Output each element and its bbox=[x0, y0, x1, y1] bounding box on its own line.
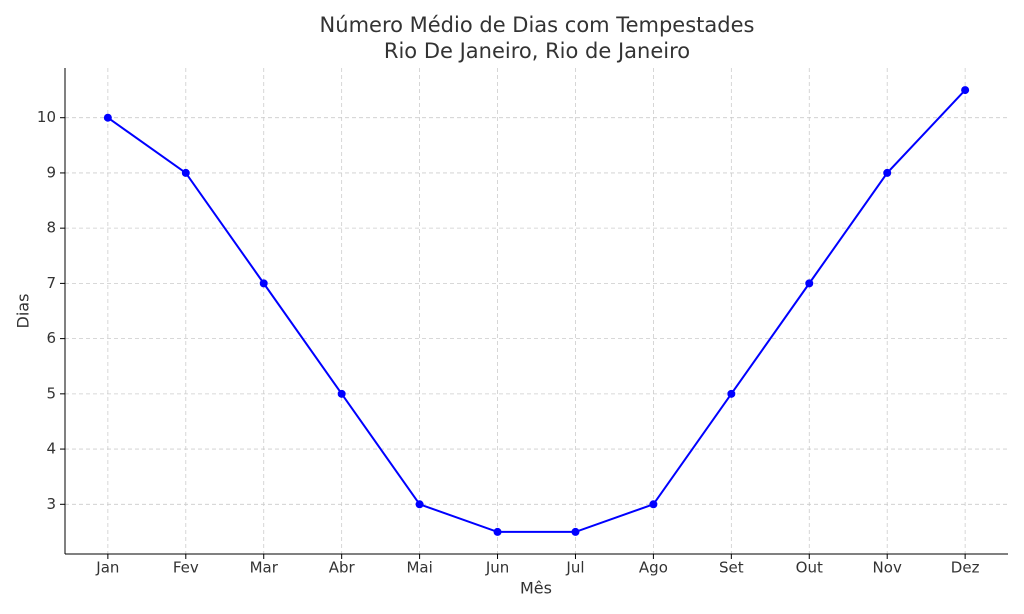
point bbox=[415, 500, 424, 509]
y-tick-label: 8 bbox=[46, 219, 56, 237]
y-tick-label: 10 bbox=[37, 108, 56, 126]
x-tick-label: Mai bbox=[406, 559, 432, 577]
point bbox=[961, 86, 970, 95]
x-tick-label: Dez bbox=[951, 559, 980, 577]
x-tick-label: Abr bbox=[329, 559, 356, 577]
point bbox=[493, 527, 502, 536]
y-tick-label: 4 bbox=[46, 440, 56, 458]
line bbox=[107, 89, 966, 533]
y-tick-label: 6 bbox=[46, 329, 56, 347]
point bbox=[103, 113, 112, 122]
point bbox=[337, 389, 346, 398]
y-tick-label: 7 bbox=[46, 274, 56, 292]
x-tick-label: Nov bbox=[873, 559, 902, 577]
x-tick-label: Jun bbox=[485, 559, 509, 577]
chart-title: Rio De Janeiro, Rio de Janeiro bbox=[384, 39, 690, 63]
point bbox=[883, 168, 892, 177]
x-tick-label: Ago bbox=[639, 559, 668, 577]
y-axis-label: Dias bbox=[14, 294, 33, 329]
y-tick-label: 3 bbox=[46, 495, 56, 513]
x-tick-label: Set bbox=[719, 559, 744, 577]
x-tick-label: Jul bbox=[565, 559, 584, 577]
x-tick-label: Jan bbox=[95, 559, 119, 577]
point bbox=[649, 500, 658, 509]
y-tick-label: 9 bbox=[46, 163, 56, 181]
point bbox=[259, 279, 268, 288]
x-tick-label: Mar bbox=[250, 559, 279, 577]
x-tick-label: Out bbox=[796, 559, 823, 577]
y-tick-label: 5 bbox=[46, 384, 56, 402]
point bbox=[805, 279, 814, 288]
x-tick-label: Fev bbox=[173, 559, 199, 577]
x-axis-label: Mês bbox=[520, 579, 552, 598]
point bbox=[181, 168, 190, 177]
point bbox=[727, 389, 736, 398]
point bbox=[571, 527, 580, 536]
chart-title: Número Médio de Dias com Tempestades bbox=[320, 13, 755, 37]
